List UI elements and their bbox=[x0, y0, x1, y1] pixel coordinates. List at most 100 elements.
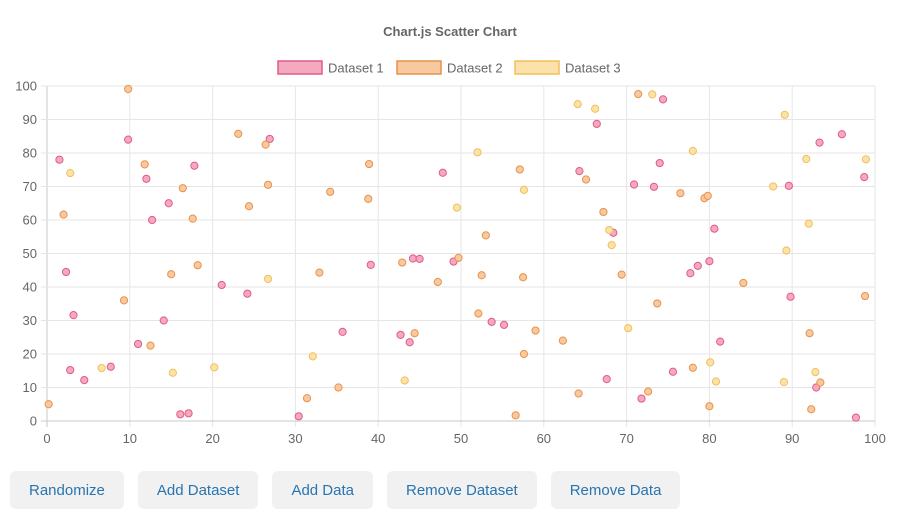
scatter-point bbox=[265, 134, 274, 144]
scatter-point bbox=[473, 148, 482, 157]
scatter-point bbox=[605, 225, 614, 235]
scatter-point bbox=[148, 215, 157, 225]
scatter-point bbox=[807, 405, 816, 414]
scatter-point bbox=[860, 173, 869, 182]
add-dataset-button[interactable]: Add Dataset bbox=[137, 471, 259, 509]
scatter-point bbox=[124, 135, 133, 144]
scatter-point bbox=[396, 330, 405, 340]
scatter-point bbox=[408, 254, 418, 263]
scatter-point bbox=[167, 270, 176, 279]
y-tick-label: 70 bbox=[23, 179, 37, 194]
scatter-point bbox=[410, 329, 419, 338]
scatter-point bbox=[80, 376, 89, 385]
scatter-point bbox=[815, 138, 824, 147]
scatter-point bbox=[326, 187, 335, 196]
scatter-point bbox=[124, 84, 133, 94]
legend-swatch bbox=[514, 60, 560, 75]
scatter-point bbox=[531, 326, 540, 335]
scatter-point bbox=[140, 160, 149, 169]
scatter-point bbox=[515, 165, 524, 174]
scatter-point bbox=[487, 317, 496, 326]
scatter-point bbox=[66, 169, 75, 178]
scatter-point bbox=[629, 180, 639, 189]
scatter-point bbox=[55, 155, 64, 164]
chart-canvas: Chart.js Scatter Chart Dataset 1 Dataset … bbox=[15, 24, 886, 446]
scatter-point bbox=[499, 320, 509, 329]
scatter-point bbox=[315, 268, 324, 277]
scatter-point bbox=[599, 207, 608, 217]
scatter-point bbox=[711, 377, 721, 386]
y-tick-label: 60 bbox=[23, 213, 37, 228]
scatter-point bbox=[668, 367, 678, 376]
scatter-point bbox=[133, 339, 143, 349]
scatter-point bbox=[61, 267, 71, 277]
scatter-point bbox=[210, 363, 219, 372]
scatter-point bbox=[602, 375, 611, 384]
y-axis: 0 10 20 30 40 50 60 70 80 90 100 bbox=[15, 79, 37, 429]
scatter-point bbox=[159, 316, 168, 325]
x-tick-label: 10 bbox=[123, 431, 137, 446]
scatter-point bbox=[334, 383, 343, 392]
x-tick-label: 20 bbox=[205, 431, 219, 446]
scatter-point bbox=[558, 336, 567, 345]
scatter-point bbox=[364, 159, 374, 169]
remove-dataset-button[interactable]: Remove Dataset bbox=[386, 471, 537, 509]
y-tick-label: 80 bbox=[23, 146, 37, 161]
scatter-point bbox=[184, 409, 193, 418]
scatter-point bbox=[511, 411, 520, 420]
scatter-point bbox=[811, 367, 820, 377]
x-tick-label: 30 bbox=[288, 431, 302, 446]
scatter-point bbox=[519, 185, 529, 194]
add-data-button[interactable]: Add Data bbox=[272, 471, 373, 509]
scatter-point bbox=[706, 358, 715, 367]
scatter-point bbox=[176, 410, 185, 419]
scatter-point bbox=[782, 246, 791, 255]
scatter-point bbox=[261, 140, 270, 149]
scatter-point bbox=[816, 378, 825, 387]
scatter-point bbox=[780, 110, 789, 119]
scatter-point bbox=[861, 155, 870, 164]
scatter-point bbox=[400, 376, 409, 385]
scatter-point bbox=[769, 182, 778, 191]
scatter-point bbox=[574, 389, 583, 398]
remove-data-button[interactable]: Remove Data bbox=[550, 471, 681, 509]
x-tick-label: 0 bbox=[43, 431, 50, 446]
scatter-point bbox=[716, 337, 725, 346]
scatter-point bbox=[607, 241, 616, 250]
scatter-point bbox=[119, 296, 129, 305]
scatter-point bbox=[452, 203, 461, 212]
randomize-button[interactable]: Randomize bbox=[10, 471, 124, 509]
scatter-chart: Chart.js Scatter Chart Dataset 1 Dataset … bbox=[15, 24, 886, 446]
scatter-point bbox=[637, 394, 646, 403]
scatter-point bbox=[617, 270, 626, 279]
x-tick-label: 60 bbox=[537, 431, 551, 446]
scatter-point bbox=[415, 254, 424, 263]
scatter-point bbox=[837, 130, 846, 139]
chart-title: Chart.js Scatter Chart bbox=[383, 24, 517, 39]
y-tick-label: 0 bbox=[30, 414, 37, 429]
scatter-point bbox=[686, 269, 695, 278]
scatter-point bbox=[433, 277, 442, 287]
scatter-point bbox=[164, 199, 173, 208]
scatter-point bbox=[624, 324, 633, 333]
scatter-point bbox=[106, 362, 115, 371]
scatter-point bbox=[655, 158, 664, 168]
scatter-point bbox=[481, 231, 490, 240]
scatter-point bbox=[168, 368, 177, 377]
scatter-point bbox=[44, 400, 53, 409]
legend-swatch bbox=[277, 60, 323, 75]
scatter-point bbox=[786, 292, 795, 301]
scatter-point bbox=[710, 224, 719, 233]
legend-label: Dataset 1 bbox=[328, 61, 384, 76]
scatter-point bbox=[851, 413, 861, 422]
scatter-point bbox=[405, 338, 414, 347]
scatter-point bbox=[804, 219, 813, 228]
scatter-point bbox=[366, 260, 375, 269]
scatter-point bbox=[676, 189, 685, 198]
scatter-point bbox=[178, 184, 187, 193]
legend-label: Dataset 2 bbox=[447, 61, 503, 76]
y-tick-label: 50 bbox=[23, 246, 37, 261]
x-tick-label: 40 bbox=[371, 431, 385, 446]
scatter-point bbox=[234, 129, 243, 139]
scatter-point bbox=[244, 202, 254, 211]
